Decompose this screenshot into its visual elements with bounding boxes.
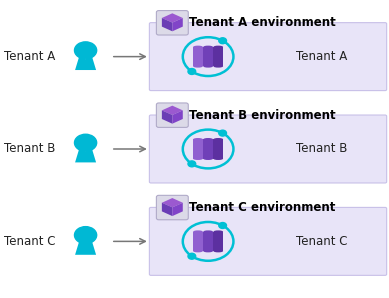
Text: Tenant C: Tenant C [296,235,347,248]
Ellipse shape [203,65,213,68]
Ellipse shape [214,138,223,141]
Text: Tenant C environment: Tenant C environment [189,201,335,214]
Circle shape [74,134,96,151]
Ellipse shape [203,46,213,48]
Bar [203,47,213,66]
Polygon shape [75,57,96,70]
FancyBboxPatch shape [156,11,188,35]
Polygon shape [162,18,172,31]
Text: Tenant A environment: Tenant A environment [189,16,336,29]
Polygon shape [75,242,96,255]
Polygon shape [172,203,183,216]
Circle shape [219,223,226,229]
Polygon shape [75,150,96,162]
Circle shape [188,69,196,74]
Polygon shape [172,110,183,124]
Ellipse shape [214,250,223,252]
Text: Tenant C: Tenant C [4,235,55,248]
Bar [214,139,223,159]
FancyBboxPatch shape [156,195,188,220]
Bar [193,47,203,66]
Ellipse shape [193,250,203,252]
Polygon shape [172,18,183,31]
Polygon shape [162,203,172,216]
Ellipse shape [203,250,213,252]
Text: Tenant B: Tenant B [296,142,347,156]
Ellipse shape [203,138,213,141]
Circle shape [219,130,226,136]
Ellipse shape [193,138,203,141]
Polygon shape [162,13,183,23]
Ellipse shape [193,157,203,160]
Circle shape [188,253,196,259]
FancyBboxPatch shape [149,207,387,275]
Ellipse shape [193,230,203,233]
Text: Tenant B: Tenant B [4,142,55,156]
Text: Tenant A: Tenant A [296,50,347,63]
Ellipse shape [203,157,213,160]
FancyBboxPatch shape [156,103,188,128]
Bar [214,232,223,251]
FancyBboxPatch shape [149,115,387,183]
Polygon shape [162,106,183,115]
Circle shape [74,42,96,59]
Text: Tenant A: Tenant A [4,50,55,63]
Ellipse shape [214,65,223,68]
Bar [203,139,213,159]
Circle shape [219,38,226,44]
FancyBboxPatch shape [149,23,387,91]
Ellipse shape [193,46,203,48]
Ellipse shape [214,46,223,48]
Bar [214,47,223,66]
Bar [203,232,213,251]
Ellipse shape [203,230,213,233]
Ellipse shape [193,65,203,68]
Ellipse shape [214,157,223,160]
Circle shape [188,161,196,167]
Circle shape [74,226,96,244]
Text: Tenant B environment: Tenant B environment [189,109,336,122]
Polygon shape [162,110,172,124]
Bar [193,139,203,159]
Polygon shape [162,198,183,207]
Ellipse shape [214,230,223,233]
Bar [193,232,203,251]
